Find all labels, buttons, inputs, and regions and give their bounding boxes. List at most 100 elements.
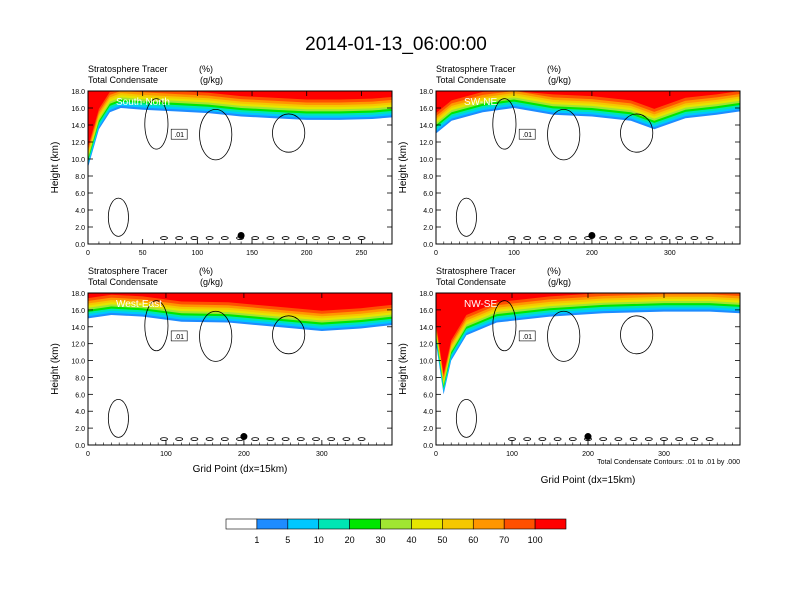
y-tick-label: 6.0 [75, 392, 85, 399]
low-contour-2 [538, 437, 547, 441]
x-tick-label: 300 [664, 250, 676, 257]
contour-label-box [518, 128, 536, 140]
y-tick-label: 16.0 [419, 308, 433, 315]
colorbar-swatch [225, 518, 258, 530]
contour-label-box [170, 330, 188, 342]
tracer-fill [88, 91, 392, 168]
low-contour-12 [690, 437, 699, 441]
low-contour-8 [629, 437, 638, 441]
low-contour-6 [599, 437, 608, 441]
low-contour-1 [523, 236, 532, 240]
y-tick-label: 8.0 [75, 375, 85, 382]
x-tick-label: 250 [356, 250, 368, 257]
low-contour-3 [205, 236, 214, 240]
y-tick-label: 16.0 [71, 106, 85, 113]
low-contour-8 [629, 236, 638, 240]
y-axis-label: Height (km) [398, 343, 409, 395]
colorbar-swatch [256, 518, 289, 530]
x-tick-label: 300 [658, 451, 670, 458]
colorbar-label: 100 [528, 535, 543, 545]
panel-header-condensate-unit: (g/kg) [200, 75, 223, 85]
contour-label: .01 [174, 132, 184, 139]
y-tick-label: 18.0 [71, 291, 85, 298]
x-axis-label-left: Grid Point (dx=15km) [193, 464, 288, 475]
contour-3 [455, 197, 477, 237]
panel-header-condensate-unit: (g/kg) [200, 277, 223, 287]
contour-1 [547, 310, 581, 362]
contour-note: Total Condensate Contours: .01 to .01 by… [597, 459, 740, 466]
y-tick-label: 0.0 [75, 443, 85, 450]
low-contour-6 [599, 236, 608, 240]
low-contour-2 [190, 437, 199, 441]
contour-2 [620, 113, 654, 153]
y-tick-label: 0.0 [423, 443, 433, 450]
low-contour-11 [327, 437, 336, 441]
low-contour-4 [220, 437, 229, 441]
panel-top-right: Stratosphere Tracer (%) Total Condensate (g… [398, 64, 741, 257]
tracer-fill [436, 293, 740, 395]
low-contour-4 [568, 236, 577, 240]
tracer-level-100 [436, 293, 740, 375]
colorbar-swatch [411, 518, 443, 530]
low-contour-11 [327, 236, 336, 240]
y-tick-label: 10.0 [419, 359, 433, 366]
y-tick-label: 6.0 [423, 392, 433, 399]
y-axis-label: Height (km) [50, 142, 61, 194]
panel-header-tracer: Stratosphere Tracer [88, 266, 168, 276]
low-contour-4 [220, 236, 229, 240]
contour-label-box [170, 128, 188, 140]
low-contour-1 [523, 437, 532, 441]
contour-label: .01 [522, 334, 532, 341]
panel-header-condensate: Total Condensate [436, 75, 506, 85]
low-contour-0 [160, 236, 168, 240]
panels: Stratosphere Tracer (%) Total Condensate (g… [50, 64, 741, 486]
low-contour-12 [342, 236, 351, 240]
x-tick-label: 0 [434, 250, 438, 257]
colorbar-swatch [349, 518, 381, 530]
low-contour-0 [160, 437, 168, 441]
panel-header-tracer: Stratosphere Tracer [436, 64, 516, 74]
low-contour-11 [675, 437, 684, 441]
low-contour-3 [205, 437, 214, 441]
low-contour-13 [705, 236, 714, 240]
colorbar-label: 1 [254, 535, 259, 545]
y-tick-label: 0.0 [423, 242, 433, 249]
tracer-level-5 [436, 293, 740, 393]
location-marker [240, 433, 248, 441]
x-tick-label: 0 [86, 250, 90, 257]
cross-section-label: South-North [116, 97, 170, 108]
low-contour-3 [553, 437, 562, 441]
y-tick-label: 18.0 [419, 89, 433, 96]
colorbar-label: 20 [345, 535, 355, 545]
panel-header-condensate-unit: (g/kg) [548, 277, 571, 287]
y-tick-label: 14.0 [419, 123, 433, 130]
x-tick-label: 200 [586, 250, 598, 257]
contour-0 [144, 98, 169, 150]
colorbar-swatch [287, 518, 320, 530]
low-contour-2 [190, 236, 199, 240]
colorbar-swatch [380, 518, 412, 530]
y-tick-label: 12.0 [419, 140, 433, 147]
low-contour-7 [266, 236, 275, 240]
y-tick-label: 4.0 [423, 409, 433, 416]
condensate-contours [455, 98, 714, 240]
cross-section-label: NW-SE [464, 299, 497, 310]
low-contour-7 [614, 236, 623, 240]
tracer-level-100 [88, 91, 392, 148]
location-marker [588, 232, 596, 239]
tracer-level-100 [436, 91, 740, 114]
panel-top-left: Stratosphere Tracer (%) Total Condensate (g… [50, 64, 393, 257]
contour-1 [547, 108, 581, 161]
panel-header-condensate: Total Condensate [88, 75, 158, 85]
y-tick-label: 10.0 [419, 157, 433, 164]
contour-1 [199, 108, 233, 161]
y-tick-label: 4.0 [423, 208, 433, 215]
panel-header-tracer: Stratosphere Tracer [88, 64, 168, 74]
colorbar-swatch [534, 518, 567, 530]
x-tick-label: 300 [316, 451, 328, 458]
y-tick-label: 2.0 [75, 225, 85, 232]
panel-header-condensate-unit: (g/kg) [548, 75, 571, 85]
plot-frame [87, 90, 393, 245]
contour-3 [107, 398, 129, 438]
low-contour-6 [251, 437, 260, 441]
